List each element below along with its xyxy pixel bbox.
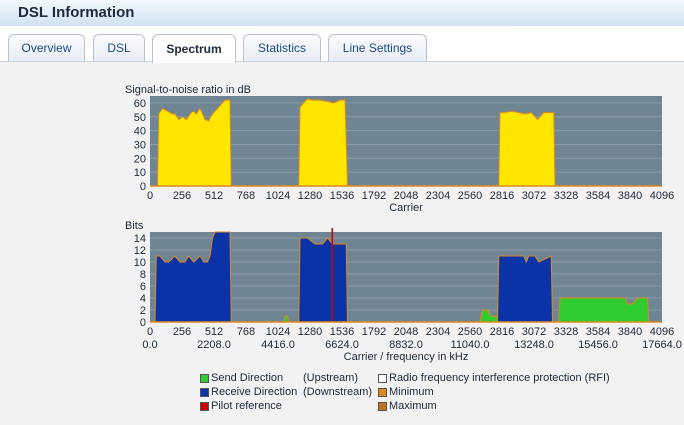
tab-dsl[interactable]: DSL xyxy=(93,34,145,61)
x-tick-label: 1024 xyxy=(266,190,290,202)
legend-label-receive: Receive Direction xyxy=(211,386,298,398)
x-tick-label: 2816 xyxy=(490,190,514,202)
window-header: DSL Information xyxy=(0,0,684,27)
x-tick-label: 3840 xyxy=(618,326,642,338)
freq-tick-label: 13248.0 xyxy=(514,339,554,351)
x-tick-label: 4096 xyxy=(650,326,674,338)
plot-area-0 xyxy=(150,96,662,186)
x-tick-label: 512 xyxy=(205,190,223,202)
x-tick-label: 768 xyxy=(237,326,255,338)
series-area-snr xyxy=(150,98,662,186)
x-axis-title: Carrier xyxy=(389,202,423,214)
x-tick-label: 0 xyxy=(147,326,153,338)
x-tick-label: 256 xyxy=(173,326,191,338)
x-tick-label: 256 xyxy=(173,190,191,202)
x-tick-label: 1792 xyxy=(362,326,386,338)
freq-tick-label: 0.0 xyxy=(142,339,157,351)
series-area-receive-direction xyxy=(150,232,662,322)
x-tick-label: 1280 xyxy=(298,326,322,338)
x-tick-label: 3840 xyxy=(618,190,642,202)
freq-tick-label: 2208.0 xyxy=(197,339,231,351)
x-tick-label: 2304 xyxy=(426,190,450,202)
y-axis-title: Bits xyxy=(125,220,144,232)
x-tick-label: 1792 xyxy=(362,190,386,202)
legend-swatch-maximum xyxy=(378,402,387,411)
x-tick-label: 1024 xyxy=(266,326,290,338)
x-tick-label: 2048 xyxy=(394,326,418,338)
x-tick-label: 2048 xyxy=(394,190,418,202)
y-tick-label: 0 xyxy=(140,317,146,329)
x-tick-label: 3584 xyxy=(586,326,610,338)
legend-swatch-minimum xyxy=(378,388,387,397)
y-tick-label: 12 xyxy=(134,245,146,257)
x-tick-label: 2816 xyxy=(490,326,514,338)
tab-line-settings[interactable]: Line Settings xyxy=(328,34,427,61)
x-tick-label: 512 xyxy=(205,326,223,338)
y-tick-label: 40 xyxy=(134,126,146,138)
tab-statistics[interactable]: Statistics xyxy=(243,34,321,61)
y-tick-label: 4 xyxy=(140,293,146,305)
y-tick-label: 14 xyxy=(134,233,146,245)
x-tick-label: 1280 xyxy=(298,190,322,202)
y-tick-label: 20 xyxy=(134,153,146,165)
legend-swatch-receive xyxy=(200,388,209,397)
legend-swatch-pilot xyxy=(200,402,209,411)
x-tick-label: 768 xyxy=(237,190,255,202)
tab-divider xyxy=(0,61,684,62)
freq-tick-label: 17664.0 xyxy=(642,339,682,351)
y-axis-title: Signal-to-noise ratio in dB xyxy=(125,84,251,96)
y-tick-label: 30 xyxy=(134,139,146,151)
y-tick-label: 8 xyxy=(140,269,146,281)
legend-label-rfi: Radio frequency interference protection … xyxy=(389,372,610,384)
freq-tick-label: 4416.0 xyxy=(261,339,295,351)
x-tick-label: 3328 xyxy=(554,190,578,202)
x-tick-label: 3328 xyxy=(554,326,578,338)
page-title: DSL Information xyxy=(18,4,135,21)
spectrum-panel: 0 10 20 30 40 50 60 0 256 512 768 1024 1280 1536 1792 2… xyxy=(0,62,684,425)
y-tick-label: 60 xyxy=(134,98,146,110)
tab-spectrum[interactable]: Spectrum xyxy=(152,34,236,63)
y-tick-label: 50 xyxy=(134,112,146,124)
y-tick-label: 10 xyxy=(134,257,146,269)
legend-label-upstream: (Upstream) xyxy=(303,372,359,384)
freq-tick-label: 8832.0 xyxy=(389,339,423,351)
y-tick-label: 6 xyxy=(140,281,146,293)
x-tick-label: 4096 xyxy=(650,190,674,202)
legend-label-pilot: Pilot reference xyxy=(211,400,282,412)
x-axis-title: Carrier / frequency in kHz xyxy=(344,351,469,363)
legend-label-maximum: Maximum xyxy=(389,400,437,412)
x-tick-label: 3072 xyxy=(522,326,546,338)
legend-label-minimum: Minimum xyxy=(389,386,434,398)
x-tick-label: 1536 xyxy=(330,326,354,338)
freq-tick-label: 6624.0 xyxy=(325,339,359,351)
x-tick-label: 2304 xyxy=(426,326,450,338)
tab-overview[interactable]: Overview xyxy=(8,34,85,61)
x-tick-label: 3072 xyxy=(522,190,546,202)
y-tick-label: 10 xyxy=(134,167,146,179)
y-tick-label: 2 xyxy=(140,305,146,317)
freq-tick-label: 15456.0 xyxy=(578,339,618,351)
legend-swatch-send xyxy=(200,374,209,383)
legend-label-send: Send Direction xyxy=(211,372,284,384)
legend-swatch-rfi xyxy=(378,374,387,383)
freq-tick-label: 11040.0 xyxy=(451,339,490,351)
x-tick-label: 2560 xyxy=(458,190,482,202)
x-tick-label: 1536 xyxy=(330,190,354,202)
x-tick-label: 3584 xyxy=(586,190,610,202)
tab-bar: Overview DSL Spectrum Statistics Line Se… xyxy=(0,26,684,63)
x-tick-label: 0 xyxy=(147,190,153,202)
x-tick-label: 2560 xyxy=(458,326,482,338)
y-tick-label: 0 xyxy=(140,181,146,193)
legend-label-downstream: (Downstream) xyxy=(303,386,373,398)
